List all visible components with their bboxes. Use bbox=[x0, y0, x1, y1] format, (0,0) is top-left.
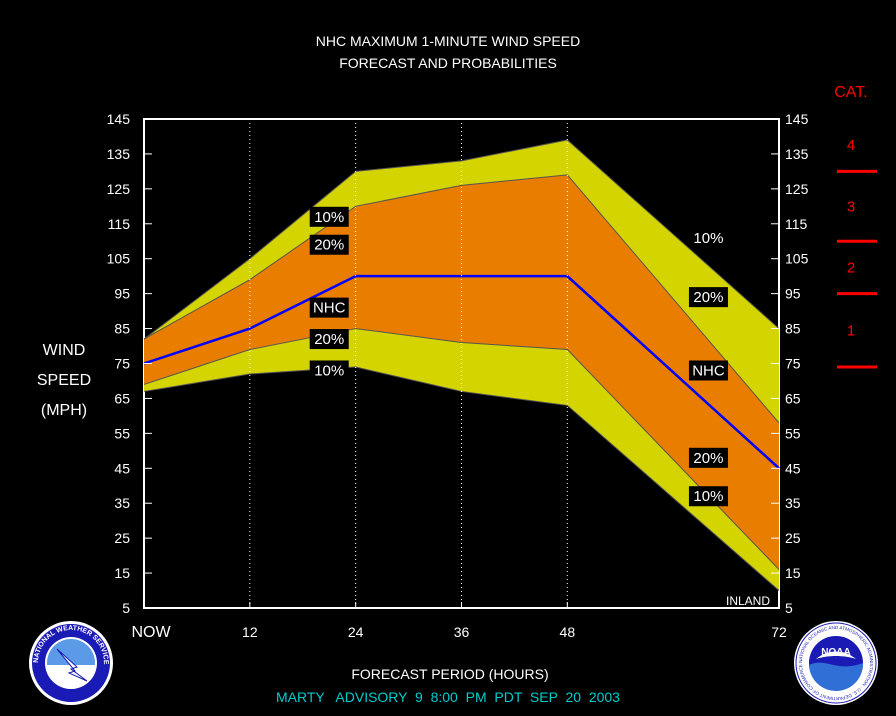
annotation-label: 10% bbox=[693, 230, 723, 247]
noaa-gull-icon bbox=[809, 662, 864, 692]
y-tick-label: 45 bbox=[114, 460, 130, 476]
y-tick-label: 115 bbox=[108, 216, 131, 232]
y-tick-label: 45 bbox=[785, 460, 801, 476]
y-tick-label: 85 bbox=[785, 321, 801, 337]
annotation-box bbox=[688, 486, 728, 507]
x-tick-label: NOW bbox=[131, 624, 171, 641]
x-tick-label: 36 bbox=[454, 624, 470, 640]
y-tick-label: 35 bbox=[114, 495, 130, 511]
nws-logo: NATIONAL WEATHER SERVICE bbox=[29, 621, 113, 705]
series-line-3 bbox=[143, 328, 780, 570]
y-tick-label: 5 bbox=[122, 600, 130, 616]
y-tick-label: 55 bbox=[785, 425, 801, 441]
y-tick-label: 95 bbox=[114, 286, 130, 302]
annotation-box bbox=[309, 206, 349, 227]
annotation-box bbox=[688, 360, 728, 381]
noaa-wordmark: NOAA bbox=[821, 647, 850, 658]
annotation-box bbox=[309, 234, 349, 255]
y-tick-label: 145 bbox=[785, 111, 809, 127]
y-axis-label-line2: SPEED bbox=[37, 372, 91, 389]
x-tick-label: 12 bbox=[242, 624, 258, 640]
category-label: 1 bbox=[847, 322, 855, 339]
y-tick-label: 125 bbox=[785, 181, 809, 197]
x-tick-label: 24 bbox=[348, 624, 364, 640]
annotation-label: 20% bbox=[314, 237, 344, 254]
annotation-label: NHC bbox=[692, 362, 725, 379]
inland-label: INLAND bbox=[726, 594, 770, 608]
annotation-label: 10% bbox=[693, 488, 723, 505]
category-label: 2 bbox=[847, 259, 855, 276]
y-axis-left: 5 15 25 35 45 55 65 75 85 95 105 115 125 135 145 bbox=[107, 111, 152, 616]
noaa-logo: NATIONAL OCEANIC AND ATMOSPHERIC ADMINIS… bbox=[794, 621, 878, 705]
annotation-box bbox=[688, 447, 728, 468]
series-line-4 bbox=[143, 366, 780, 591]
series-annotations: 10% 20% NHC 20% 10% 10% 20% NHC 20% 10% bbox=[309, 206, 728, 507]
y-tick-label: 85 bbox=[114, 321, 130, 337]
x-tick-label: 72 bbox=[771, 624, 787, 640]
y-tick-label: 145 bbox=[107, 111, 131, 127]
y-tick-label: 65 bbox=[114, 390, 130, 406]
y-tick-label: 75 bbox=[114, 356, 130, 372]
annotation-label: 20% bbox=[314, 331, 344, 348]
y-tick-label: 65 bbox=[785, 390, 801, 406]
annotation-label: 10% bbox=[314, 362, 344, 379]
y-tick-label: 105 bbox=[107, 251, 131, 267]
y-tick-label: 105 bbox=[785, 251, 809, 267]
category-label: 3 bbox=[847, 198, 855, 215]
y-tick-label: 15 bbox=[114, 565, 130, 581]
y-tick-label: 135 bbox=[785, 146, 809, 162]
probability-bands bbox=[143, 139, 780, 591]
y-tick-label: 125 bbox=[107, 181, 131, 197]
y-axis-label-line3: (MPH) bbox=[41, 402, 87, 419]
y-tick-label: 35 bbox=[785, 495, 801, 511]
series-line-1 bbox=[143, 174, 780, 424]
y-tick-label: 75 bbox=[785, 356, 801, 372]
chart-title-line1: NHC MAXIMUM 1-MINUTE WIND SPEED bbox=[316, 33, 580, 49]
advisory-text: MARTY ADVISORY 9 8:00 PM PDT SEP 20 2003 bbox=[276, 689, 620, 705]
annotation-box bbox=[309, 329, 349, 350]
y-axis-label-line1: WIND bbox=[43, 342, 86, 359]
series-line-nhc bbox=[143, 274, 780, 470]
annotation-label: NHC bbox=[313, 300, 346, 317]
x-axis-label: FORECAST PERIOD (HOURS) bbox=[351, 666, 548, 682]
category-scale: 4 3 2 1 bbox=[837, 137, 877, 369]
y-tick-label: 15 bbox=[785, 565, 801, 581]
x-tick-label: 48 bbox=[560, 624, 576, 640]
y-tick-label: 5 bbox=[785, 600, 793, 616]
chart-title-line2: FORECAST AND PROBABILITIES bbox=[339, 55, 557, 71]
category-label: 4 bbox=[847, 137, 855, 154]
annotation-label: 20% bbox=[693, 289, 723, 306]
vertical-gridlines bbox=[249, 119, 568, 608]
annotation-box bbox=[688, 287, 728, 308]
band-20pct bbox=[144, 174, 779, 570]
y-axis-right: 5 15 25 35 45 55 65 75 85 95 105 115 125 135 145 bbox=[771, 111, 809, 616]
y-tick-label: 25 bbox=[114, 530, 130, 546]
category-scale-title: CAT. bbox=[834, 84, 867, 101]
y-tick-label: 95 bbox=[785, 286, 801, 302]
lightning-bolt-icon bbox=[56, 648, 88, 682]
y-tick-label: 115 bbox=[785, 216, 808, 232]
annotation-box bbox=[309, 297, 349, 318]
y-tick-label: 25 bbox=[785, 530, 801, 546]
annotation-box bbox=[688, 227, 728, 248]
y-tick-label: 55 bbox=[114, 425, 130, 441]
annotation-box bbox=[309, 360, 349, 381]
annotation-label: 10% bbox=[314, 209, 344, 226]
y-tick-label: 135 bbox=[107, 146, 131, 162]
x-axis: NOW 12 24 36 48 72 bbox=[131, 602, 787, 641]
annotation-label: 20% bbox=[693, 450, 723, 467]
